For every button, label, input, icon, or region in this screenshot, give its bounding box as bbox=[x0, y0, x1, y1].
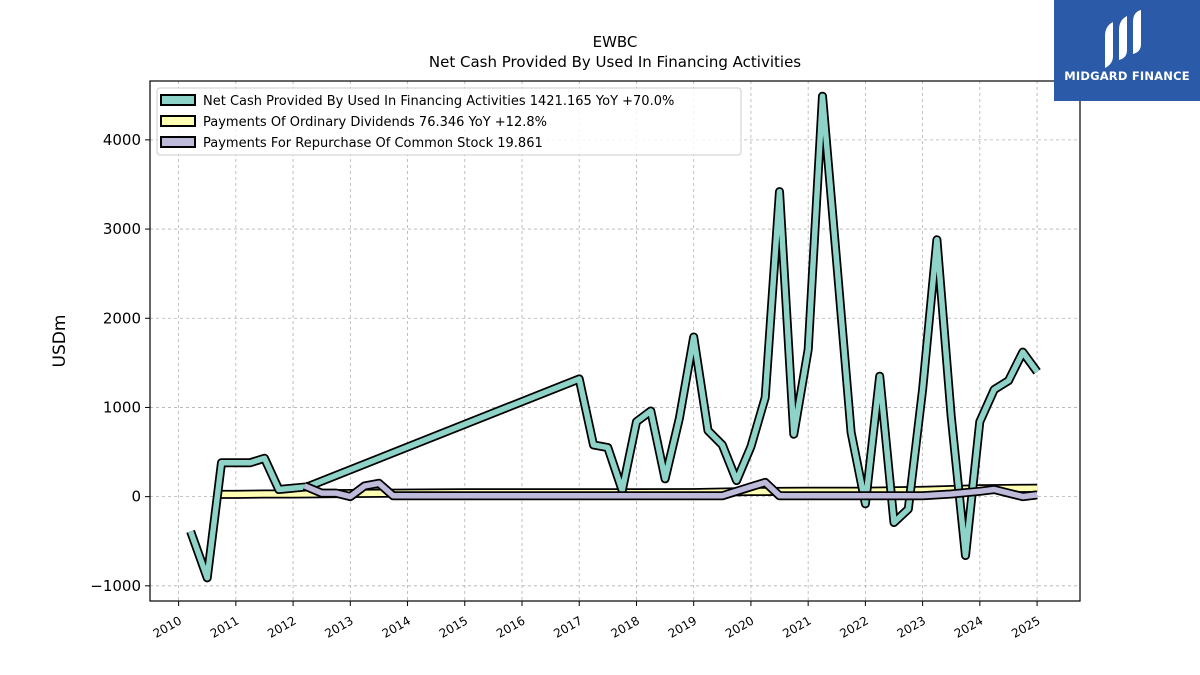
plot-frame bbox=[149, 80, 1081, 602]
x-tick-label: 2021 bbox=[780, 613, 813, 640]
y-tick-label: −1000 bbox=[90, 577, 141, 595]
logo-mark-icon bbox=[1105, 10, 1141, 68]
x-tick-label: 2010 bbox=[151, 613, 184, 640]
legend-box bbox=[156, 87, 742, 156]
x-tick-label: 2017 bbox=[551, 613, 584, 640]
series-line-net-cash-provided-by-used-in-financing-activities bbox=[188, 93, 1040, 581]
legend-swatch-payments-for-repurchase-of-common-stock bbox=[160, 136, 196, 148]
y-axis-label: USDm bbox=[50, 315, 70, 368]
x-tick-label: 2019 bbox=[666, 613, 699, 640]
x-tick-label: 2012 bbox=[265, 613, 298, 640]
legend-label-payments-of-ordinary-dividends: Payments Of Ordinary Dividends 76.346 Yo… bbox=[203, 115, 547, 130]
chart-title: EWBC bbox=[593, 33, 638, 51]
grid bbox=[150, 81, 1080, 601]
logo-text: MIDGARD FINANCE bbox=[1064, 69, 1190, 83]
x-tick-label: 2025 bbox=[1009, 613, 1042, 640]
x-tick-label: 2023 bbox=[895, 613, 928, 640]
x-tick-label: 2024 bbox=[952, 613, 985, 640]
y-tick-label: 0 bbox=[131, 488, 141, 506]
y-tick-label: 3000 bbox=[103, 220, 141, 238]
x-tick-label: 2016 bbox=[494, 613, 527, 640]
x-tick-label: 2014 bbox=[380, 613, 413, 640]
legend: Net Cash Provided By Used In Financing A… bbox=[156, 87, 742, 156]
y-tick-label: 4000 bbox=[103, 131, 141, 149]
x-tick-label: 2013 bbox=[322, 613, 355, 640]
x-tick-label: 2020 bbox=[723, 613, 756, 640]
legend-swatch-net-cash-provided-by-used-in-financing-activities bbox=[160, 94, 196, 106]
y-tick-label: 1000 bbox=[103, 398, 141, 416]
series-line-payments-for-repurchase-of-common-stock bbox=[303, 479, 1038, 500]
series-lines bbox=[186, 91, 1041, 583]
brand-logo: MIDGARD FINANCE bbox=[1054, 0, 1200, 101]
legend-label-net-cash-provided-by-used-in-financing-activities: Net Cash Provided By Used In Financing A… bbox=[203, 94, 674, 109]
legend-label-payments-for-repurchase-of-common-stock: Payments For Repurchase Of Common Stock … bbox=[203, 136, 543, 151]
legend-swatch-payments-of-ordinary-dividends bbox=[160, 115, 196, 127]
x-tick-label: 2015 bbox=[437, 613, 470, 640]
x-tick-label: 2022 bbox=[837, 613, 870, 640]
x-tick-label: 2011 bbox=[208, 613, 241, 640]
chart-subtitle: Net Cash Provided By Used In Financing A… bbox=[429, 53, 801, 71]
x-tick-label: 2018 bbox=[609, 613, 642, 640]
y-tick-label: 2000 bbox=[103, 309, 141, 327]
